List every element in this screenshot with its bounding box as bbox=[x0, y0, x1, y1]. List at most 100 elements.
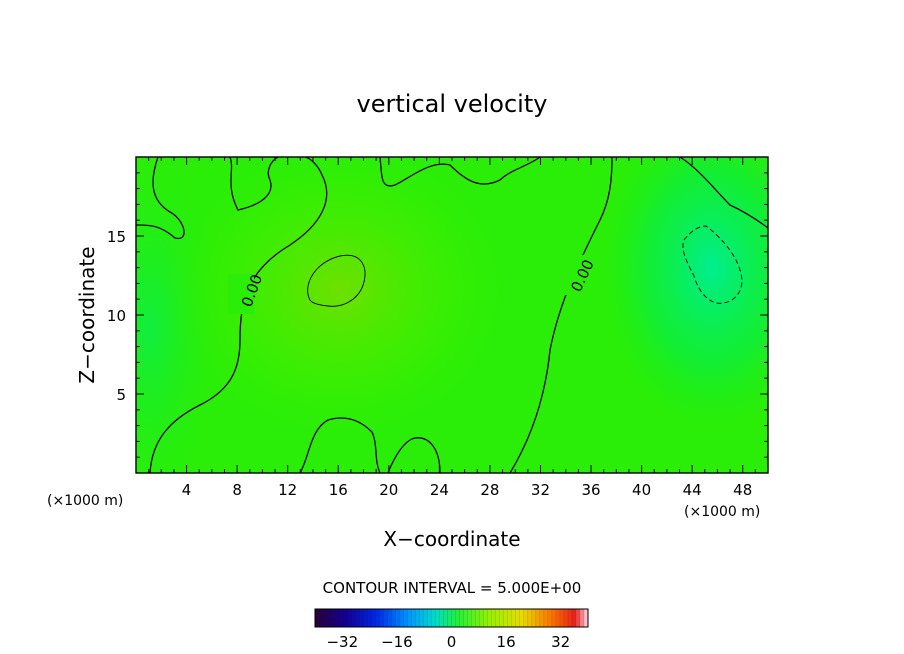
x-unit-label-right: (×1000 m) bbox=[684, 504, 760, 520]
colorbar-segment bbox=[471, 609, 477, 627]
colorbar-segment bbox=[467, 609, 473, 627]
colorbar-segment bbox=[447, 609, 452, 627]
x-tick-label: 32 bbox=[531, 481, 550, 499]
x-tick-label: 28 bbox=[480, 481, 499, 499]
colorbar-segment bbox=[359, 609, 364, 627]
colorbar-segment bbox=[399, 609, 404, 627]
colorbar-segment bbox=[367, 609, 372, 627]
zero-contour-bottom-lobe bbox=[299, 417, 381, 473]
x-tick-label: 44 bbox=[683, 481, 702, 499]
colorbar-segment bbox=[363, 609, 368, 627]
colorbar-segment bbox=[511, 609, 517, 627]
zero-contour-top-center bbox=[379, 157, 541, 187]
colorbar-segment bbox=[327, 609, 332, 627]
colorbar-tick-label: −16 bbox=[381, 633, 413, 651]
zero-contour-top-bump bbox=[229, 157, 279, 211]
x-tick-label: 48 bbox=[733, 481, 752, 499]
zero-contour-top-left bbox=[136, 157, 185, 240]
colorbar-tick-labels: −32 −16 0 16 32 bbox=[326, 633, 570, 651]
zero-contour-right-main bbox=[509, 157, 613, 473]
colorbar-frame bbox=[314, 608, 589, 628]
colorbar-segment bbox=[371, 609, 376, 627]
y-tick-label: 5 bbox=[116, 386, 126, 404]
colorbar-segment bbox=[391, 609, 396, 627]
colorbar-segment bbox=[319, 609, 324, 627]
colorbar-segment bbox=[463, 609, 469, 627]
colorbar-segment bbox=[347, 609, 352, 627]
colorbar-segment bbox=[579, 609, 585, 627]
y-tick-label: 15 bbox=[107, 228, 126, 246]
colorbar-segment bbox=[487, 609, 493, 627]
colorbar-segment bbox=[543, 609, 549, 627]
colorbar-segment bbox=[323, 609, 328, 627]
negative-contour bbox=[682, 225, 743, 304]
x-tick-label: 8 bbox=[232, 481, 242, 499]
colorbar-segment bbox=[427, 609, 432, 627]
colorbar-segment bbox=[567, 609, 573, 627]
colorbar-segment bbox=[507, 609, 513, 627]
colorbar-segment bbox=[415, 609, 420, 627]
colorbar-segment bbox=[375, 609, 380, 627]
colorbar-segment bbox=[403, 609, 408, 627]
colorbar-segment bbox=[383, 609, 388, 627]
colorbar-segment bbox=[395, 609, 400, 627]
colorbar-segment bbox=[527, 609, 533, 627]
colorbar-segment bbox=[491, 609, 497, 627]
zero-contour-top-right bbox=[679, 157, 768, 229]
x-axis-title: X−coordinate bbox=[383, 527, 520, 551]
colorbar-segment bbox=[575, 609, 581, 627]
field-positive-region bbox=[170, 157, 510, 440]
colorbar-segment bbox=[555, 609, 561, 627]
colorbar-segment bbox=[523, 609, 529, 627]
x-unit-label-left: (×1000 m) bbox=[47, 493, 123, 509]
colorbar-segment bbox=[479, 609, 485, 627]
colorbar-segment bbox=[519, 609, 525, 627]
colorbar-segment bbox=[343, 609, 348, 627]
x-tick-label: 12 bbox=[278, 481, 297, 499]
colorbar-segment bbox=[495, 609, 501, 627]
colorbar-segment bbox=[435, 609, 440, 627]
colorbar-segment bbox=[547, 609, 553, 627]
colorbar-segment bbox=[499, 609, 505, 627]
positive-contour bbox=[307, 254, 366, 307]
colorbar-tick-label: 0 bbox=[447, 633, 457, 651]
colorbar-segment bbox=[439, 609, 444, 627]
colorbar bbox=[314, 609, 589, 627]
colorbar-segment bbox=[515, 609, 521, 627]
colorbar-segment bbox=[411, 609, 416, 627]
x-tick-label: 36 bbox=[581, 481, 600, 499]
colorbar-segment bbox=[387, 609, 392, 627]
field-negative-region bbox=[602, 157, 768, 428]
colorbar-segment bbox=[563, 609, 569, 627]
colorbar-segment bbox=[443, 609, 448, 627]
colorbar-segment bbox=[339, 609, 344, 627]
colorbar-segment bbox=[571, 609, 577, 627]
colorbar-segment bbox=[531, 609, 537, 627]
colorbar-segment bbox=[335, 609, 340, 627]
colorbar-segment bbox=[431, 609, 436, 627]
y-tick-label: 10 bbox=[107, 307, 126, 325]
colorbar-segment bbox=[451, 609, 457, 627]
colorbar-tick-label: 16 bbox=[497, 633, 516, 651]
colorbar-segment bbox=[503, 609, 509, 627]
x-tick-label: 40 bbox=[632, 481, 651, 499]
colorbar-segment bbox=[535, 609, 541, 627]
colorbar-segment bbox=[315, 609, 320, 627]
zero-contour-bottom-right-lobe bbox=[387, 437, 441, 473]
x-tick-label: 16 bbox=[329, 481, 348, 499]
colorbar-segment bbox=[455, 609, 461, 627]
x-tick-label: 20 bbox=[379, 481, 398, 499]
colorbar-segment bbox=[475, 609, 481, 627]
chart-title: vertical velocity bbox=[357, 90, 548, 118]
colorbar-segment bbox=[551, 609, 557, 627]
colorbar-segment bbox=[539, 609, 545, 627]
colorbar-tick-label: 32 bbox=[551, 633, 570, 651]
colorbar-segment bbox=[351, 609, 356, 627]
colorbar-tick-label: −32 bbox=[326, 633, 358, 651]
colorbar-segment bbox=[559, 609, 565, 627]
colorbar-segment bbox=[483, 609, 489, 627]
colorbar-segment bbox=[331, 609, 336, 627]
y-axis-ticks: 5 10 15 bbox=[107, 172, 768, 458]
colorbar-segment bbox=[423, 609, 428, 627]
